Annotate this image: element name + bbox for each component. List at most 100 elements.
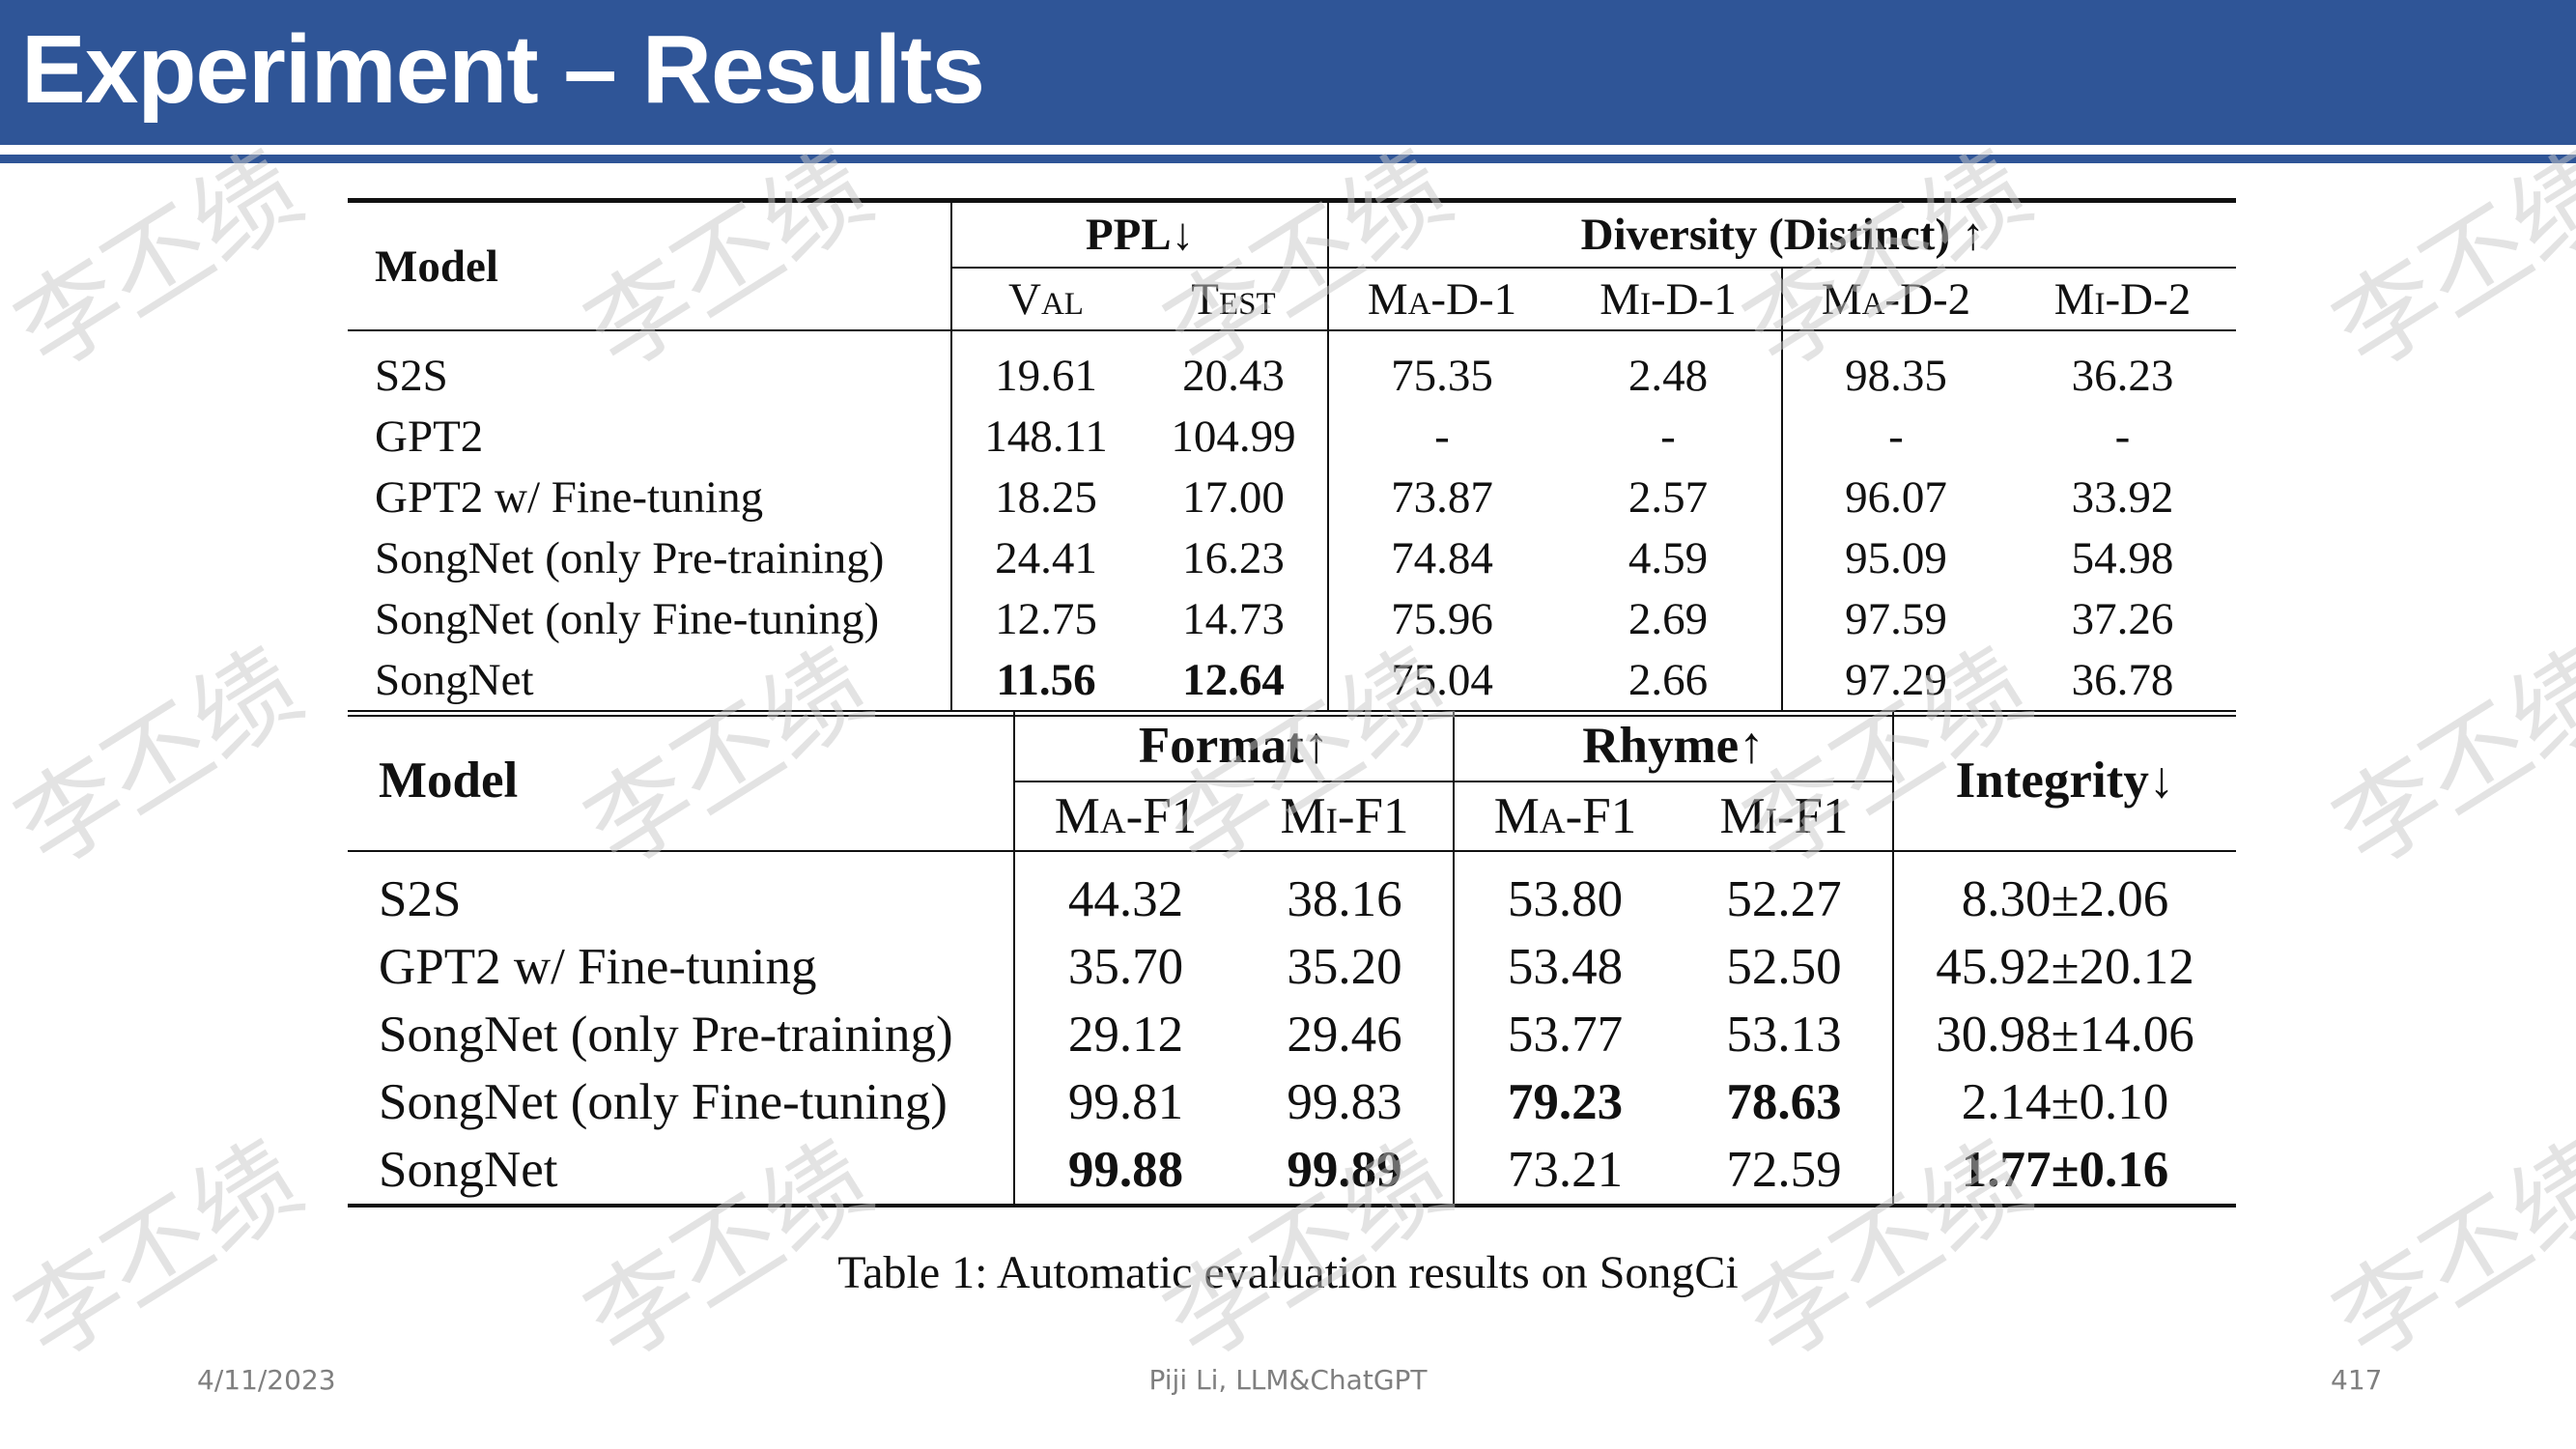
watermark-text: 李丕绩 bbox=[0, 128, 321, 393]
slide-title: Experiment – Results bbox=[21, 15, 985, 124]
watermark-text: 李丕绩 bbox=[2314, 626, 2576, 891]
footer-author: Piji Li, LLM&ChatGPT bbox=[1148, 1364, 1428, 1396]
rhyme-mi-cell: 72.59 bbox=[1726, 1142, 1842, 1198]
ppl-val-cell: 12.75 bbox=[950, 588, 1140, 649]
format-ma-cell: 44.32 bbox=[1013, 866, 1236, 933]
mi-d2-cell: 36.23 bbox=[2071, 350, 2174, 401]
format-mi-cell: 99.83 bbox=[1287, 1074, 1402, 1130]
diversity-header: Diversity (Distinct) ↑ bbox=[1327, 200, 2236, 269]
table-caption: Table 1: Automatic evaluation results on… bbox=[837, 1247, 1739, 1298]
ppl-test-cell: 12.64 bbox=[1182, 654, 1285, 705]
rhyme-mi-cell: 78.63 bbox=[1726, 1074, 1842, 1130]
format-mi-cell: 99.89 bbox=[1287, 1142, 1402, 1198]
ppl-val-cell: 18.25 bbox=[950, 467, 1140, 527]
mi-d1-cell: 4.59 bbox=[1628, 532, 1709, 583]
rhyme-ma-cell: 53.48 bbox=[1453, 933, 1676, 1001]
mi-d2-cell: 37.26 bbox=[2071, 593, 2174, 644]
model-name: SongNet (only Pre-training) bbox=[379, 1007, 953, 1063]
mi-d1-cell: 2.57 bbox=[1628, 471, 1709, 523]
rhyme-ma-cell: 53.77 bbox=[1453, 1001, 1676, 1068]
mi-d2-cell: 54.98 bbox=[2071, 532, 2174, 583]
header-divider bbox=[0, 155, 2576, 163]
model-name: SongNet (only Fine-tuning) bbox=[379, 1074, 948, 1130]
integrity-cell: 2.14±0.10 bbox=[1892, 1068, 2236, 1136]
mi-d1-header: Mi-D-1 bbox=[1599, 273, 1737, 325]
ma-d2-cell: 97.59 bbox=[1781, 588, 2009, 649]
model-name: SongNet (only Pre-training) bbox=[375, 532, 885, 583]
footer-date: 4/11/2023 bbox=[197, 1364, 336, 1396]
table-row: SongNet (only Pre-training) 29.12 29.46 … bbox=[348, 1001, 2236, 1068]
ma-d2-cell: - bbox=[1781, 406, 2009, 467]
table-row: SongNet (only Fine-tuning) 99.81 99.83 7… bbox=[348, 1068, 2236, 1136]
rhyme-mi-cell: 52.50 bbox=[1726, 939, 1842, 995]
table-row: GPT2 w/ Fine-tuning 18.25 17.00 73.87 2.… bbox=[348, 467, 2236, 527]
format-mi-cell: 35.20 bbox=[1287, 939, 1402, 995]
ma-d1-cell: 74.84 bbox=[1327, 527, 1555, 588]
ppl-test-cell: 17.00 bbox=[1182, 471, 1285, 523]
format-ma-f1-header: Ma-F1 bbox=[1013, 781, 1236, 851]
table-row: S2S 44.32 38.16 53.80 52.27 8.30±2.06 bbox=[348, 866, 2236, 933]
rhyme-mi-cell: 53.13 bbox=[1726, 1007, 1842, 1063]
page-number: 417 bbox=[2331, 1364, 2383, 1396]
model-header: Model bbox=[379, 752, 519, 809]
format-header: Format↑ bbox=[1013, 710, 1454, 782]
test-header: Test bbox=[1191, 273, 1276, 325]
table-row: S2S 19.61 20.43 75.35 2.48 98.35 36.23 bbox=[348, 345, 2236, 406]
watermark-text: 李丕绩 bbox=[2314, 128, 2576, 393]
format-mi-cell: 38.16 bbox=[1287, 871, 1402, 927]
ppl-header: PPL↓ bbox=[950, 200, 1328, 269]
ma-d1-cell: 75.96 bbox=[1327, 588, 1555, 649]
rhyme-mi-cell: 52.27 bbox=[1726, 871, 1842, 927]
format-ma-cell: 99.88 bbox=[1013, 1136, 1236, 1206]
model-header: Model bbox=[375, 241, 498, 292]
ma-d1-cell: 75.04 bbox=[1327, 649, 1555, 714]
integrity-cell: 8.30±2.06 bbox=[1892, 866, 2236, 933]
model-name: GPT2 bbox=[375, 411, 484, 462]
format-ma-cell: 35.70 bbox=[1013, 933, 1236, 1001]
model-name: GPT2 w/ Fine-tuning bbox=[379, 939, 817, 995]
table-row: GPT2 w/ Fine-tuning 35.70 35.20 53.48 52… bbox=[348, 933, 2236, 1001]
ppl-val-cell: 19.61 bbox=[950, 345, 1140, 406]
format-ma-cell: 99.81 bbox=[1013, 1068, 1236, 1136]
model-name: SongNet (only Fine-tuning) bbox=[375, 593, 880, 644]
model-name: GPT2 w/ Fine-tuning bbox=[375, 471, 764, 523]
ma-d2-cell: 97.29 bbox=[1781, 649, 2009, 714]
model-name: SongNet bbox=[375, 654, 534, 705]
table-row: GPT2 148.11 104.99 - - - - bbox=[348, 406, 2236, 467]
ma-d2-cell: 95.09 bbox=[1781, 527, 2009, 588]
model-name: SongNet bbox=[379, 1142, 558, 1198]
rhyme-ma-cell: 73.21 bbox=[1453, 1136, 1676, 1206]
model-name: S2S bbox=[375, 350, 448, 401]
format-mi-cell: 29.46 bbox=[1287, 1007, 1402, 1063]
rhyme-header: Rhyme↑ bbox=[1453, 710, 1893, 782]
integrity-header: Integrity↓ bbox=[1892, 710, 2236, 851]
watermark-text: 李丕绩 bbox=[0, 1119, 321, 1383]
mi-d1-cell: 2.66 bbox=[1628, 654, 1709, 705]
ppl-test-cell: 20.43 bbox=[1182, 350, 1285, 401]
ppl-test-cell: 104.99 bbox=[1171, 411, 1296, 462]
table-row: SongNet 99.88 99.89 73.21 72.59 1.77±0.1… bbox=[348, 1136, 2236, 1206]
table-row: SongNet (only Fine-tuning) 12.75 14.73 7… bbox=[348, 588, 2236, 649]
format-rhyme-table: Model Format↑ Rhyme↑ Integrity↓ Ma-F1 Mi… bbox=[348, 710, 2236, 1208]
mi-d1-cell: 2.69 bbox=[1628, 593, 1709, 644]
table-row: SongNet 11.56 12.64 75.04 2.66 97.29 36.… bbox=[348, 649, 2236, 714]
format-ma-cell: 29.12 bbox=[1013, 1001, 1236, 1068]
slide-header: Experiment – Results bbox=[0, 0, 2576, 145]
table-row: SongNet (only Pre-training) 24.41 16.23 … bbox=[348, 527, 2236, 588]
model-name: S2S bbox=[379, 871, 462, 927]
ppl-val-cell: 11.56 bbox=[950, 649, 1140, 714]
rhyme-ma-cell: 53.80 bbox=[1453, 866, 1676, 933]
format-mi-f1-header: Mi-F1 bbox=[1280, 788, 1409, 844]
ma-d1-cell: 75.35 bbox=[1327, 345, 1555, 406]
integrity-cell: 45.92±20.12 bbox=[1892, 933, 2236, 1001]
rhyme-mi-f1-header: Mi-F1 bbox=[1719, 788, 1849, 844]
mi-d2-cell: 33.92 bbox=[2071, 471, 2174, 523]
ppl-test-cell: 16.23 bbox=[1182, 532, 1285, 583]
rhyme-ma-f1-header: Ma-F1 bbox=[1453, 781, 1676, 851]
ma-d2-cell: 96.07 bbox=[1781, 467, 2009, 527]
ma-d1-cell: - bbox=[1327, 406, 1555, 467]
mi-d2-cell: - bbox=[2114, 411, 2131, 462]
ppl-val-cell: 24.41 bbox=[950, 527, 1140, 588]
val-header: Val bbox=[950, 268, 1140, 330]
watermark-text: 李丕绩 bbox=[2314, 1119, 2576, 1383]
